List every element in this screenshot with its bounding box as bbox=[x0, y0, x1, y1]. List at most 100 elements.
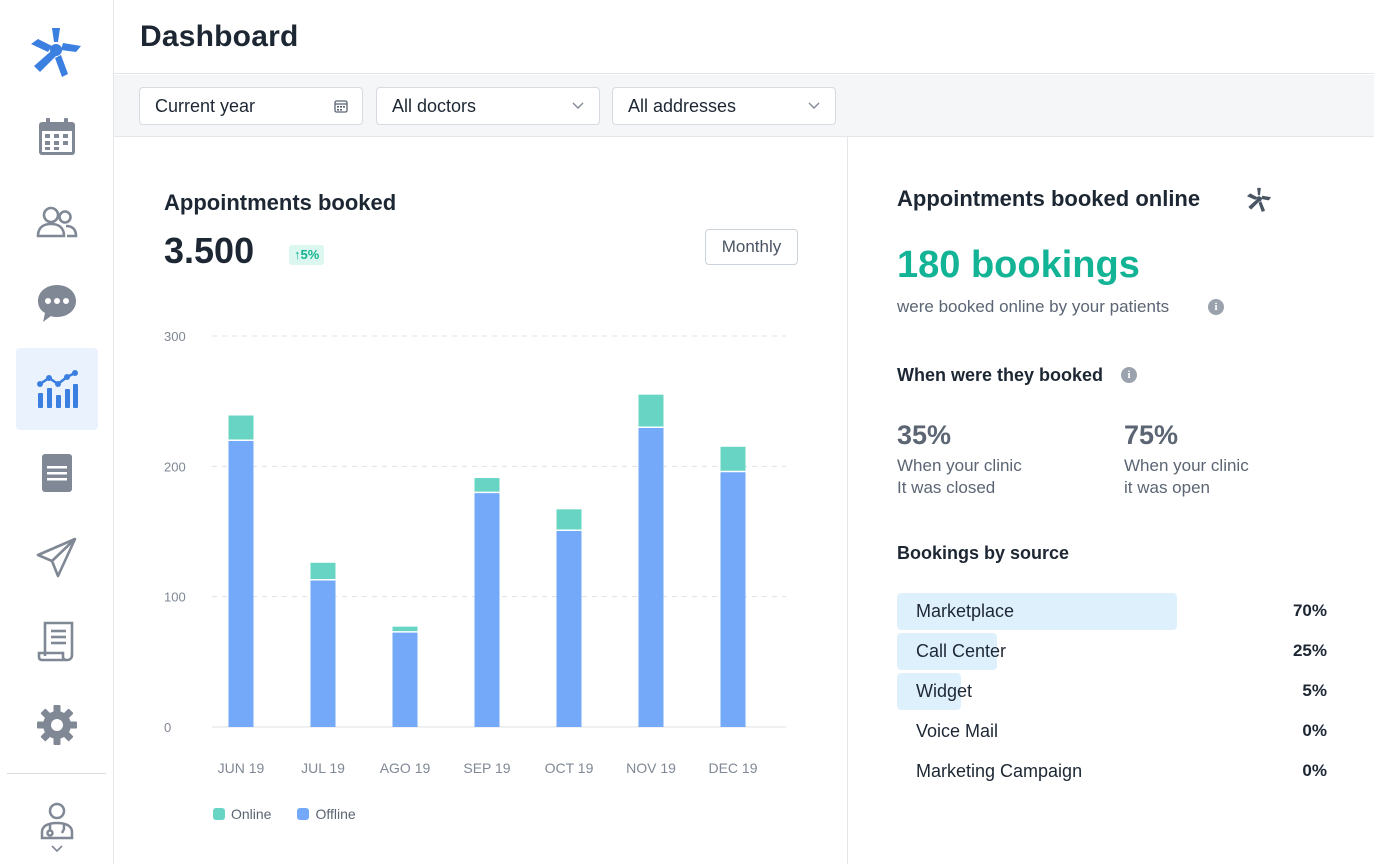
y-tick-label: 0 bbox=[164, 720, 171, 735]
patients-icon bbox=[36, 206, 78, 238]
sidebar-item-messages[interactable] bbox=[16, 262, 98, 344]
panel-divider bbox=[847, 137, 848, 864]
source-label: Call Center bbox=[916, 641, 1007, 661]
closed-stat-line2: It was closed bbox=[897, 478, 996, 497]
sidebar-item-patients[interactable] bbox=[16, 180, 98, 262]
open-stat-line2: it was open bbox=[1124, 478, 1210, 497]
bar-online[interactable] bbox=[720, 446, 746, 472]
x-tick-label: JUN 19 bbox=[218, 760, 265, 776]
calendar-small-icon bbox=[334, 100, 348, 113]
bar-offline[interactable] bbox=[474, 492, 500, 727]
bar-offline[interactable] bbox=[228, 440, 254, 727]
doctor-filter-label: All doctors bbox=[392, 96, 477, 116]
online-title: Appointments booked online bbox=[897, 186, 1201, 211]
filter-bar: Current year All doctors All addresses bbox=[114, 75, 1374, 137]
bar-online[interactable] bbox=[474, 478, 500, 493]
sidebar-divider bbox=[7, 773, 106, 774]
doctor-filter[interactable]: All doctors bbox=[376, 87, 600, 125]
trend-badge: ↑5% bbox=[289, 245, 325, 265]
open-stat-line1: When your clinic bbox=[1124, 456, 1249, 475]
x-tick-label: AGO 19 bbox=[380, 760, 431, 776]
messages-icon bbox=[38, 285, 76, 322]
sidebar-item-campaigns[interactable] bbox=[16, 516, 98, 598]
bar-online[interactable] bbox=[392, 626, 418, 632]
bar-online[interactable] bbox=[228, 415, 254, 441]
x-tick-label: NOV 19 bbox=[626, 760, 676, 776]
source-row: Call Center 25% bbox=[897, 633, 1327, 671]
appointments-chart: 0 100 200 300 JUN 19 JUL 19 AGO 19 SEP 19 OCT 19… bbox=[164, 329, 786, 776]
source-row: Voice Mail 0% bbox=[897, 713, 1327, 751]
analytics-icon bbox=[37, 370, 78, 408]
doctor-avatar-icon bbox=[40, 802, 74, 840]
info-icon[interactable]: i bbox=[1208, 299, 1224, 315]
source-pct: 0% bbox=[1302, 761, 1327, 780]
address-filter-label: All addresses bbox=[628, 96, 737, 116]
online-bookings-count: 180 bookings bbox=[897, 244, 1140, 286]
bar-online[interactable] bbox=[556, 509, 582, 531]
sources-title: Bookings by source bbox=[897, 543, 1070, 563]
y-tick-label: 100 bbox=[164, 590, 186, 605]
open-stat-pct: 75% bbox=[1124, 420, 1179, 450]
legend-label: Online bbox=[231, 806, 272, 822]
y-tick-label: 300 bbox=[164, 329, 186, 344]
sidebar-item-settings[interactable] bbox=[16, 684, 98, 766]
legend-item-online[interactable]: Online bbox=[213, 806, 271, 822]
sidebar-item-analytics[interactable] bbox=[16, 348, 98, 430]
legend-item-offline[interactable]: Offline bbox=[297, 806, 356, 822]
legend-label: Offline bbox=[315, 806, 356, 822]
document-icon bbox=[42, 454, 72, 492]
user-menu[interactable] bbox=[34, 800, 80, 862]
page-title: Dashboard bbox=[140, 20, 299, 53]
appointments-title: Appointments booked bbox=[164, 190, 397, 215]
closed-stat-line1: When your clinic bbox=[897, 456, 1022, 475]
x-tick-label: OCT 19 bbox=[545, 760, 594, 776]
bar-online[interactable] bbox=[310, 562, 336, 580]
campaign-icon bbox=[36, 537, 77, 578]
bar-offline[interactable] bbox=[392, 631, 418, 727]
source-label: Voice Mail bbox=[916, 721, 999, 741]
bar-offline[interactable] bbox=[310, 579, 336, 727]
calendar-icon bbox=[39, 118, 75, 155]
source-pct: 70% bbox=[1292, 601, 1327, 620]
source-row: Marketplace 70% bbox=[897, 593, 1327, 631]
chart-legend: Online Offline bbox=[213, 806, 356, 822]
bar-offline[interactable] bbox=[720, 471, 746, 727]
sidebar bbox=[0, 0, 114, 864]
source-pct: 25% bbox=[1292, 641, 1327, 660]
when-booked-title: When were they booked bbox=[897, 365, 1104, 385]
chevron-down-icon bbox=[51, 845, 63, 853]
bar-online[interactable] bbox=[638, 394, 664, 428]
legend-swatch bbox=[213, 808, 225, 820]
open-stat-desc: When your clinic it was open bbox=[1124, 455, 1249, 499]
chevron-down-icon bbox=[572, 102, 584, 109]
bar-offline[interactable] bbox=[556, 530, 582, 727]
sidebar-item-calendar[interactable] bbox=[16, 96, 98, 178]
online-subtitle: were booked online by your patients bbox=[897, 297, 1170, 316]
source-label: Widget bbox=[916, 681, 973, 701]
closed-stat-pct: 35% bbox=[897, 420, 952, 450]
closed-stat-desc: When your clinic It was closed bbox=[897, 455, 1022, 499]
source-row: Widget 5% bbox=[897, 673, 1327, 711]
sidebar-item-documents[interactable] bbox=[16, 432, 98, 514]
period-toggle-button[interactable]: Monthly bbox=[705, 229, 798, 265]
period-filter[interactable]: Current year bbox=[139, 87, 363, 125]
trend-value: 5% bbox=[300, 247, 320, 262]
y-tick-label: 200 bbox=[164, 459, 186, 474]
source-row: Marketing Campaign 0% bbox=[897, 753, 1327, 791]
appointments-total: 3.500 bbox=[164, 230, 255, 271]
sidebar-item-invoices[interactable] bbox=[16, 600, 98, 682]
period-filter-label: Current year bbox=[155, 96, 256, 116]
info-icon[interactable]: i bbox=[1121, 367, 1137, 383]
source-bar bbox=[897, 593, 1177, 630]
source-bar bbox=[897, 673, 961, 710]
source-bar bbox=[897, 633, 997, 670]
x-tick-label: SEP 19 bbox=[463, 760, 510, 776]
brand-mark-icon bbox=[1246, 187, 1272, 212]
address-filter[interactable]: All addresses bbox=[612, 87, 836, 125]
settings-icon bbox=[37, 705, 77, 745]
source-pct: 0% bbox=[1302, 721, 1327, 740]
source-label: Marketing Campaign bbox=[916, 761, 1083, 781]
bar-offline[interactable] bbox=[638, 427, 664, 727]
header: Dashboard bbox=[114, 0, 1374, 74]
logo-icon[interactable] bbox=[28, 22, 84, 78]
